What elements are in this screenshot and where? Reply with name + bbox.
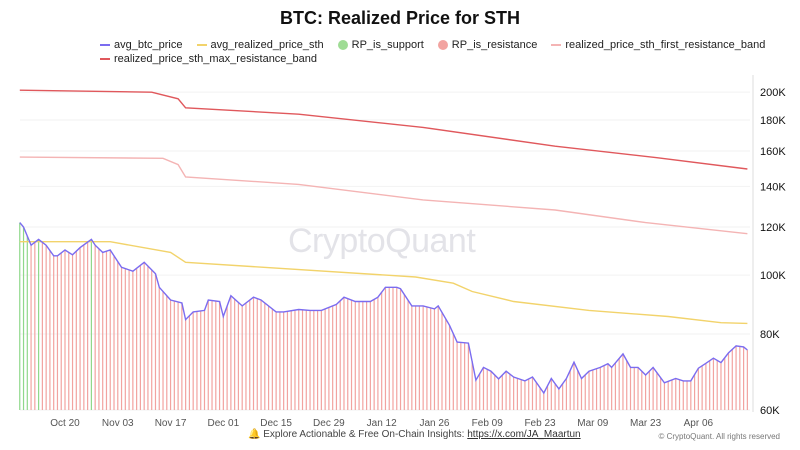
legend-item-avg-realized-price-sth[interactable]: avg_realized_price_sth [196, 39, 324, 51]
legend-item-max-resistance-band[interactable]: realized_price_sth_max_resistance_band [100, 53, 317, 65]
legend-label: avg_btc_price [114, 39, 183, 51]
x-tick-label: Mar 09 [577, 418, 609, 429]
legend-item-rp-is-support[interactable]: RP_is_support [337, 39, 424, 51]
x-tick-label: Dec 29 [313, 418, 345, 429]
x-tick-label: Apr 06 [684, 418, 714, 429]
footer-text: Explore Actionable & Free On-Chain Insig… [263, 429, 468, 440]
y-tick-label: 120K [760, 222, 786, 234]
x-tick-label: Jan 26 [419, 418, 449, 429]
legend-item-avg-btc-price[interactable]: avg_btc_price [100, 39, 183, 51]
x-tick-label: Feb 23 [524, 418, 556, 429]
first-resistance-band-line [19, 156, 748, 235]
y-tick-label: 200K [760, 87, 786, 99]
y-tick-label: 180K [760, 115, 786, 127]
legend-label: realized_price_sth_max_resistance_band [114, 53, 318, 65]
x-tick-label: Dec 01 [207, 418, 239, 429]
footer: 🔔 Explore Actionable & Free On-Chain Ins… [248, 429, 581, 440]
legend-item-rp-is-resistance[interactable]: RP_is_resistance [437, 39, 538, 51]
x-tick-label: Nov 17 [155, 418, 187, 429]
watermark: CryptoQuant [288, 222, 476, 260]
legend-label: RP_is_support [351, 39, 424, 51]
avg-btc-price-line [19, 222, 748, 395]
legend-row-1: avg_btc_price avg_realized_price_sth RP_… [100, 39, 765, 51]
footer-link[interactable]: https://x.com/JA_Maartun [467, 429, 581, 440]
x-tick-label: Nov 03 [102, 418, 134, 429]
max-resistance-band-line [19, 89, 748, 170]
y-tick-label: 100K [760, 270, 786, 282]
x-tick-label: Mar 23 [630, 418, 662, 429]
legend-row-2: realized_price_sth_max_resistance_band [100, 53, 740, 65]
legend-label: avg_realized_price_sth [210, 39, 324, 51]
x-tick-label: Dec 15 [260, 418, 292, 429]
x-tick-label: Oct 20 [50, 418, 80, 429]
x-tick-label: Jan 12 [367, 418, 397, 429]
legend-label: realized_price_sth_first_resistance_band [565, 39, 766, 51]
legend-label: RP_is_resistance [451, 39, 538, 51]
avg-realized-price-sth-line [19, 240, 748, 325]
y-tick-label: 60K [760, 405, 780, 417]
y-tick-label: 140K [760, 181, 786, 193]
copyright: © CryptoQuant. All rights reserved [658, 432, 781, 441]
y-tick-label: 160K [760, 146, 786, 158]
bell-icon: 🔔 [248, 429, 261, 440]
legend-item-first-resistance-band[interactable]: realized_price_sth_first_resistance_band [551, 39, 765, 51]
x-tick-label: Feb 09 [472, 418, 504, 429]
chart-title: BTC: Realized Price for STH [279, 8, 521, 28]
y-tick-label: 80K [760, 329, 780, 341]
